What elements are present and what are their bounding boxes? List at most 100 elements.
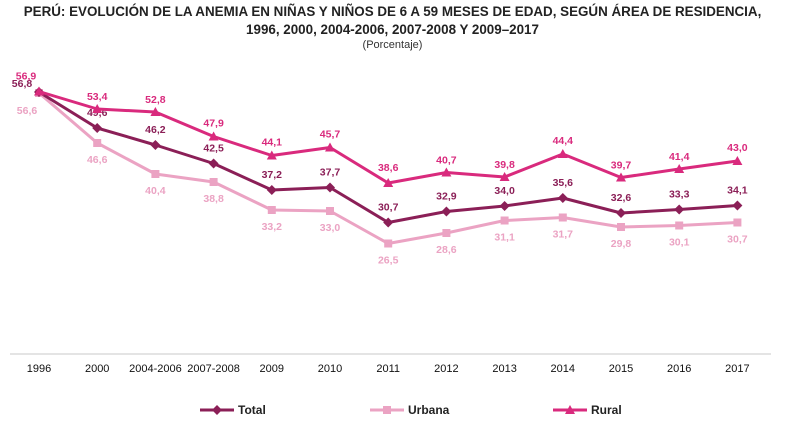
data-label-rural: 45,7 — [320, 129, 341, 141]
x-tick-label: 2017 — [725, 363, 749, 375]
data-point-urbana — [326, 207, 334, 215]
x-tick-label: 2009 — [260, 363, 284, 375]
x-tick-label: 2012 — [434, 363, 458, 375]
data-label-urbana: 28,6 — [436, 244, 457, 256]
data-label-urbana: 29,8 — [611, 238, 632, 250]
data-point-urbana — [675, 221, 684, 230]
data-label-total: 34,1 — [727, 185, 748, 197]
data-label-rural: 52,8 — [145, 94, 166, 106]
data-label-rural: 53,4 — [87, 91, 108, 103]
data-point-total — [441, 206, 452, 217]
legend-marker-urbana — [383, 406, 391, 414]
data-point-rural — [441, 167, 452, 177]
data-point-urbana — [267, 206, 276, 214]
chart-title: PERÚ: EVOLUCIÓN DE LA ANEMIA EN NIÑAS Y … — [23, 4, 762, 19]
data-point-urbana — [151, 170, 160, 178]
data-point-rural — [557, 149, 568, 158]
data-label-urbana: 30,7 — [727, 234, 748, 246]
legend-marker-rural — [565, 405, 575, 414]
data-point-total — [92, 123, 103, 133]
data-point-total — [150, 140, 161, 150]
data-point-urbana — [384, 239, 393, 248]
data-point-rural — [266, 150, 277, 160]
data-point-total — [325, 182, 335, 193]
data-point-total — [499, 201, 510, 211]
data-label-rural: 44,1 — [262, 137, 283, 149]
data-point-urbana — [733, 218, 742, 227]
chart-subtitle: (Porcentaje) — [362, 39, 423, 51]
x-tick-label: 2000 — [85, 363, 109, 375]
data-label-urbana: 33,0 — [320, 222, 341, 234]
data-point-total — [266, 185, 277, 195]
x-tick-label: 2011 — [376, 363, 400, 375]
data-label-total: 32,6 — [611, 192, 632, 204]
data-label-rural: 38,6 — [378, 162, 399, 174]
legend-marker-total — [212, 405, 222, 415]
chart-title-line2: 1996, 2000, 2004-2006, 2007-2008 Y 2009–… — [246, 22, 539, 37]
legend-label-total: Total — [238, 403, 266, 417]
data-point-urbana — [558, 213, 567, 222]
legend-item-total: Total — [200, 403, 266, 417]
data-point-total — [674, 204, 685, 215]
x-tick-label: 2015 — [609, 363, 633, 375]
data-point-total — [383, 217, 394, 228]
data-point-rural — [383, 178, 394, 187]
data-point-total — [616, 208, 626, 218]
x-tick-label: 2016 — [667, 363, 691, 375]
data-point-rural — [616, 172, 626, 182]
data-label-total: 46,2 — [145, 124, 166, 136]
data-label-urbana: 26,5 — [378, 255, 399, 267]
data-point-total — [557, 193, 568, 203]
data-label-rural: 41,4 — [669, 151, 690, 163]
data-label-rural: 39,8 — [494, 159, 515, 171]
data-point-rural — [499, 172, 510, 181]
x-tick-label: 2007-2008 — [187, 363, 240, 375]
data-label-total: 32,9 — [436, 191, 457, 203]
data-point-total — [208, 158, 219, 169]
data-label-urbana: 46,6 — [87, 154, 108, 166]
x-tick-label: 1996 — [27, 363, 51, 375]
x-tick-label: 2004-2006 — [129, 363, 182, 375]
data-label-rural: 40,7 — [436, 155, 457, 167]
data-point-rural — [150, 107, 161, 116]
data-point-rural — [208, 131, 219, 141]
data-point-urbana — [500, 216, 509, 225]
data-label-rural: 47,9 — [203, 118, 224, 130]
data-point-urbana — [93, 139, 102, 147]
data-label-total: 42,5 — [203, 143, 224, 155]
data-point-rural — [92, 104, 103, 113]
data-point-urbana — [209, 178, 218, 186]
data-label-urbana: 33,2 — [262, 221, 283, 233]
data-label-urbana: 31,1 — [494, 232, 515, 244]
legend-label-urbana: Urbana — [408, 403, 450, 417]
data-label-total: 33,3 — [669, 189, 690, 201]
data-point-rural — [674, 164, 685, 173]
data-label-total: 35,6 — [553, 177, 574, 189]
data-point-rural — [325, 142, 335, 152]
data-label-total: 56,8 — [12, 78, 33, 90]
legend-label-rural: Rural — [591, 403, 622, 417]
data-label-total: 30,7 — [378, 202, 399, 214]
data-point-rural — [732, 156, 743, 165]
data-label-rural: 44,4 — [553, 135, 574, 147]
data-label-urbana: 38,8 — [203, 193, 224, 205]
legend-item-rural: Rural — [553, 403, 622, 417]
legend-item-urbana: Urbana — [370, 403, 450, 417]
data-label-total: 37,2 — [262, 169, 283, 181]
data-label-rural: 56,9 — [16, 71, 37, 83]
data-label-urbana: 30,1 — [669, 237, 690, 249]
data-point-rural — [34, 86, 44, 96]
data-label-total: 37,7 — [320, 167, 341, 179]
data-point-total — [732, 200, 743, 211]
data-label-rural: 39,7 — [611, 160, 632, 172]
data-label-urbana: 56,6 — [17, 105, 38, 117]
data-point-urbana — [617, 223, 625, 231]
x-tick-label: 2010 — [318, 363, 342, 375]
data-label-rural: 43,0 — [727, 142, 748, 154]
data-label-urbana: 40,4 — [145, 185, 166, 197]
data-point-urbana — [442, 229, 451, 237]
x-tick-label: 2014 — [551, 363, 575, 375]
data-label-urbana: 31,7 — [553, 229, 574, 241]
